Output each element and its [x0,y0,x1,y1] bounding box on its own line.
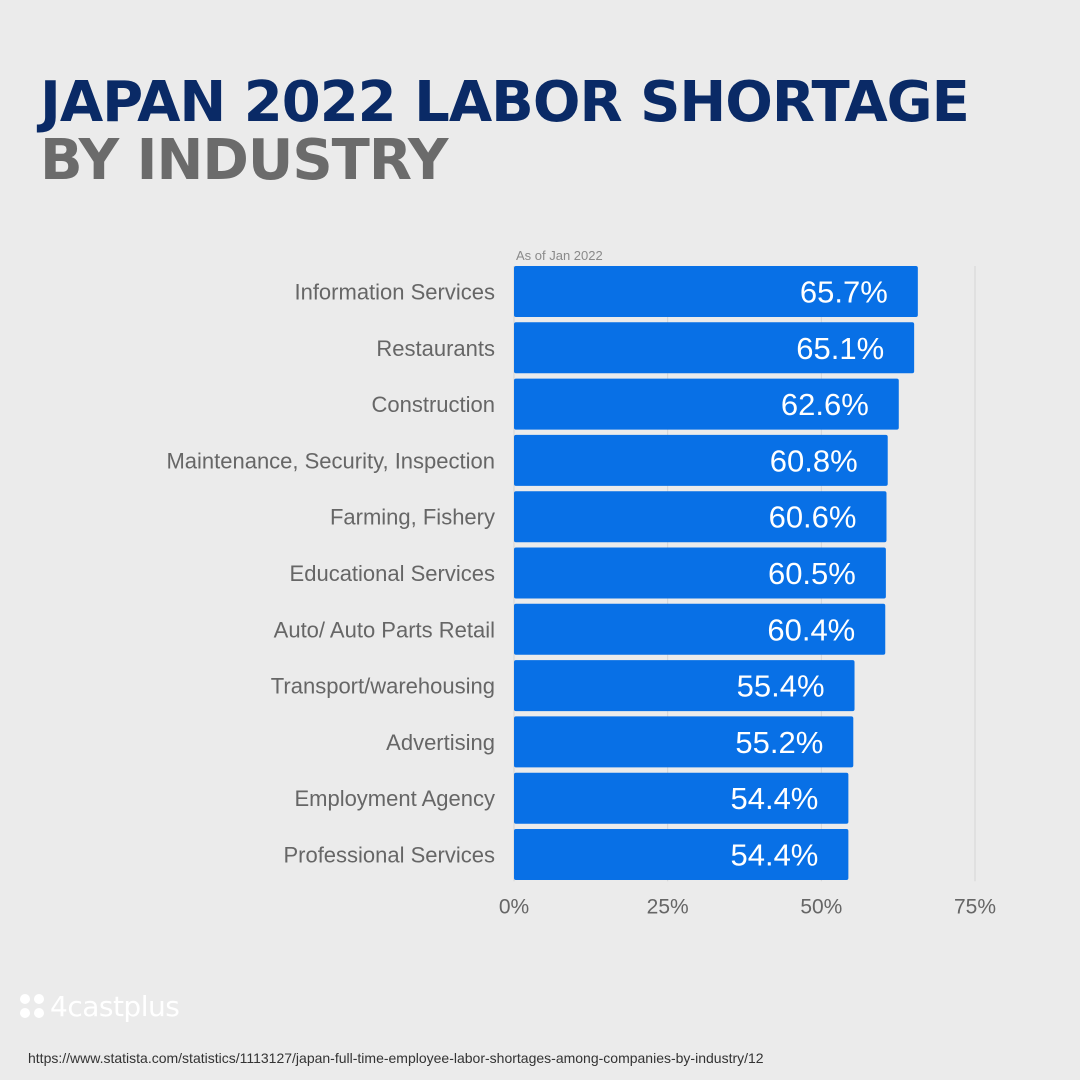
category-label: Information Services [294,280,495,305]
category-label: Construction [371,392,495,417]
chart-title: JAPAN 2022 LABOR SHORTAGE [40,70,970,135]
data-label: 62.6% [781,387,869,422]
logo-text: 4castplus [50,990,180,1023]
category-label: Farming, Fishery [330,505,495,530]
category-label: Restaurants [376,336,495,361]
bar [514,716,854,768]
logo-dots-icon [20,993,46,1020]
data-label: 60.5% [768,556,856,591]
bar [514,434,888,486]
bar [514,378,899,430]
x-tick-label: 50% [800,895,842,918]
bar [514,547,886,599]
chart-title-secondary: BY INDUSTRY [40,128,448,193]
bar [514,603,886,655]
category-label: Transport/warehousing [271,674,495,699]
category-label: Auto/ Auto Parts Retail [274,617,495,642]
data-label: 55.2% [735,725,823,760]
bar [514,491,887,543]
bar [514,266,918,317]
category-label: Advertising [386,730,495,755]
x-tick-label: 25% [647,895,689,918]
source-url: https://www.statista.com/statistics/1113… [28,1050,764,1066]
data-label: 65.7% [800,275,888,310]
data-label: 54.4% [730,781,818,816]
bar [514,660,855,712]
category-label: Educational Services [290,561,495,586]
category-label: Professional Services [283,843,495,868]
bar [514,829,849,880]
bar [514,772,849,824]
category-label: Employment Agency [294,786,495,811]
data-label: 55.4% [737,669,825,704]
x-tick-label: 0% [499,895,529,918]
category-label: Maintenance, Security, Inspection [166,448,495,473]
data-label: 60.6% [769,500,857,535]
chart-subtitle: As of Jan 2022 [516,248,603,263]
data-label: 60.4% [767,612,855,647]
data-label: 54.4% [730,838,818,873]
bar [514,322,915,374]
logo: 4castplus [20,990,180,1023]
data-label: 65.1% [796,331,884,366]
data-label: 60.8% [770,443,858,478]
x-tick-label: 75% [954,895,996,918]
